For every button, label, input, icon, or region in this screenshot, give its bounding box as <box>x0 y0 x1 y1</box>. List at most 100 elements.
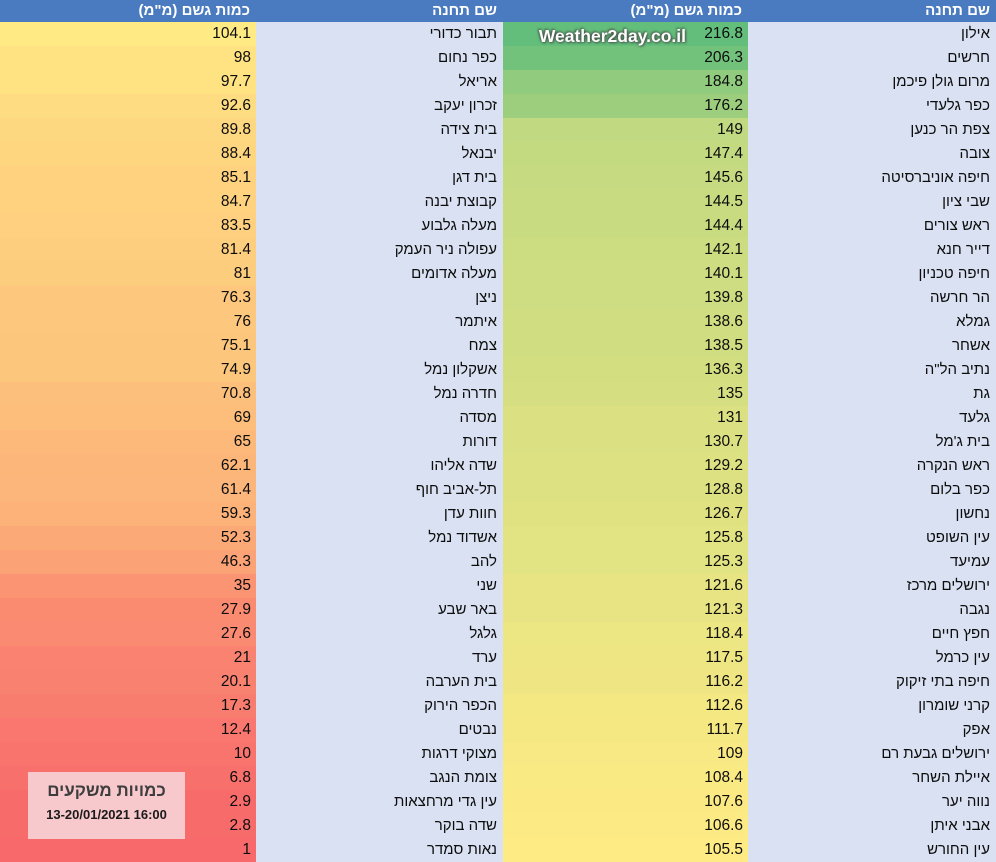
station-name-cell: נווה יער <box>942 793 990 810</box>
rainfall-amount-cell: 59.3 <box>0 502 256 526</box>
station-name-cell: מצוקי דרגות <box>421 745 497 762</box>
rainfall-amount-cell: 121.6 <box>503 574 748 598</box>
rainfall-amount-cell: 83.5 <box>0 214 256 238</box>
rainfall-amount-cell: 98 <box>0 46 256 70</box>
station-name-cell: אשחר <box>952 337 990 354</box>
station-name-cell: יבנאל <box>461 145 497 162</box>
station-name-cell: אילון <box>960 25 990 42</box>
station-name-cell: קבוצת יבנה <box>424 193 497 210</box>
rainfall-amount-cell: 106.6 <box>503 814 748 838</box>
rainfall-amount-cell: 108.4 <box>503 766 748 790</box>
station-name-cell: עין החורש <box>927 841 990 858</box>
station-name-cell: אריאל <box>458 73 497 90</box>
station-name-cell: גלגל <box>469 625 497 642</box>
station-name-cell: קרני שומרון <box>918 697 990 714</box>
station-name-cell: חיפה טכניון <box>918 265 990 282</box>
rainfall-amount-cell: 89.8 <box>0 118 256 142</box>
rainfall-amount-cell: 117.5 <box>503 646 748 670</box>
station-column-right: שם תחנה אילון חרשים מרום גולן פיכמן כפר גלע… <box>748 0 996 862</box>
station-name-cell: צומת הנגב <box>429 769 497 786</box>
rainfall-amount-cell: 129.2 <box>503 454 748 478</box>
rainfall-amount-cell: 52.3 <box>0 526 256 550</box>
station-name-cell: חרשים <box>947 49 990 66</box>
station-name-cell: מרום גולן פיכמן <box>892 73 990 90</box>
station-name-cell: גלעד <box>959 409 990 426</box>
rainfall-amount-cell: 149 <box>503 118 748 142</box>
station-column-header-left: שם תחנה <box>256 0 503 22</box>
info-box: כמויות משקעים 13-20/01/2021 16:00 <box>28 772 185 839</box>
rainfall-amount-cell: 131 <box>503 406 748 430</box>
station-name-cell: חפץ חיים <box>931 625 990 642</box>
station-name-cell: זכרון יעקב <box>434 97 497 114</box>
station-name-cell: עמיעד <box>950 553 990 570</box>
station-name-cell: הר חרשה <box>929 289 990 306</box>
station-name-cell: איתמר <box>455 313 497 330</box>
amount-rows-left: 104.1 98 97.7 92.6 89.8 88.4 85.1 84.7 83.5 81.4 8… <box>0 22 256 862</box>
rainfall-amount-cell: 10 <box>0 742 256 766</box>
station-name-cell: נבטים <box>458 721 497 738</box>
rainfall-amount-cell: 17.3 <box>0 694 256 718</box>
station-name-cell: מסדה <box>459 409 497 426</box>
station-name-cell: באר שבע <box>438 601 497 618</box>
station-name-cell: בית הערבה <box>425 673 497 690</box>
station-name-cell: בית צידה <box>440 121 497 138</box>
rainfall-amount-cell: 125.8 <box>503 526 748 550</box>
rainfall-amount-cell: 109 <box>503 742 748 766</box>
rainfall-amount-cell: 118.4 <box>503 622 748 646</box>
amount-column-header-left: כמות גשם (מ"מ) <box>0 0 256 22</box>
rainfall-amount-cell: 216.8 <box>503 22 748 46</box>
rainfall-amount-cell: 81.4 <box>0 238 256 262</box>
rainfall-amount-cell: 20.1 <box>0 670 256 694</box>
station-name-cell: תל-אביב חוף <box>415 481 497 498</box>
station-name-cell: כפר גלעדי <box>926 97 990 114</box>
rainfall-amount-cell: 121.3 <box>503 598 748 622</box>
rainfall-amount-cell: 138.6 <box>503 310 748 334</box>
rainfall-amount-cell: 1 <box>0 838 256 862</box>
station-name-cell: נתיב הל"ה <box>924 361 990 378</box>
rainfall-amount-cell: 27.9 <box>0 598 256 622</box>
station-name-cell: אבני איתן <box>930 817 990 834</box>
station-name-cell: עין כרמל <box>935 649 990 666</box>
station-name-cell: דייר חנא <box>936 241 990 258</box>
station-name-cell: עין השופט <box>926 529 990 546</box>
station-name-cell: גמלא <box>956 313 990 330</box>
station-name-cell: עפולה ניר העמק <box>394 241 497 258</box>
rainfall-amount-cell: 126.7 <box>503 502 748 526</box>
station-name-cell: אשקלון נמל <box>424 361 497 378</box>
station-name-cell: צפת הר כנען <box>910 121 990 138</box>
station-name-cell: אשדוד נמל <box>428 529 497 546</box>
rainfall-amount-cell: 206.3 <box>503 46 748 70</box>
rainfall-amount-cell: 135 <box>503 382 748 406</box>
rainfall-amount-cell: 147.4 <box>503 142 748 166</box>
rainfall-amount-cell: 139.8 <box>503 286 748 310</box>
station-name-cell: איילת השחר <box>912 769 990 786</box>
rainfall-amount-cell: 12.4 <box>0 718 256 742</box>
amount-column-header-right: כמות גשם (מ"מ) <box>503 0 748 22</box>
rainfall-amount-cell: 61.4 <box>0 478 256 502</box>
station-name-cell: בית דגן <box>452 169 497 186</box>
rainfall-amount-cell: 74.9 <box>0 358 256 382</box>
station-rows-left: תבור כדורי כפר נחום אריאל זכרון יעקב בית ציד… <box>256 22 503 862</box>
rainfall-amount-cell: 144.5 <box>503 190 748 214</box>
rainfall-amount-cell: 144.4 <box>503 214 748 238</box>
rainfall-amount-cell: 97.7 <box>0 70 256 94</box>
rainfall-amount-cell: 184.8 <box>503 70 748 94</box>
station-name-cell: שבי ציון <box>942 193 990 210</box>
station-name-cell: אפק <box>962 721 990 738</box>
rainfall-amount-cell: 62.1 <box>0 454 256 478</box>
station-name-cell: חיפה בתי זיקוק <box>895 673 990 690</box>
rainfall-amount-cell: 85.1 <box>0 166 256 190</box>
station-name-cell: שני <box>476 577 497 594</box>
rainfall-amount-cell: 65 <box>0 430 256 454</box>
station-name-cell: עין גדי מרחצאות <box>393 793 497 810</box>
rainfall-amount-cell: 76.3 <box>0 286 256 310</box>
station-name-cell: חדרה נמל <box>433 385 497 402</box>
rainfall-amount-cell: 69 <box>0 406 256 430</box>
station-name-cell: להב <box>470 553 497 570</box>
watermark-logo: Weather2day.co.il <box>538 26 686 46</box>
rainfall-amount-cell: 81 <box>0 262 256 286</box>
amount-column-left: כמות גשם (מ"מ) 104.1 98 97.7 92.6 89.8 88.4 85… <box>0 0 256 862</box>
info-box-title: כמויות משקעים <box>47 781 166 800</box>
rainfall-amount-cell: 88.4 <box>0 142 256 166</box>
